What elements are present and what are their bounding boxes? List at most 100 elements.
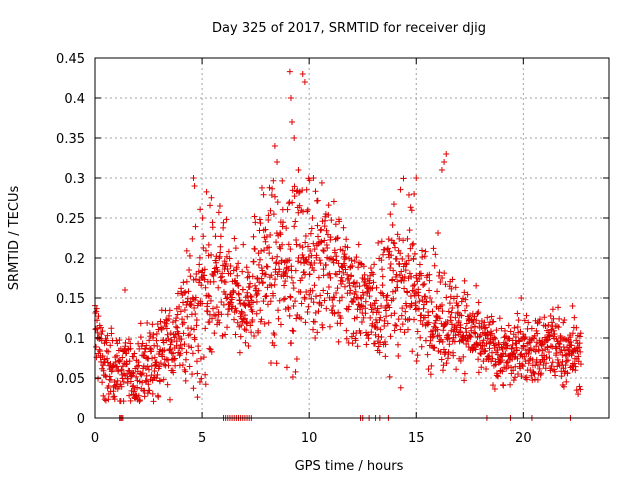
data-point [411, 316, 418, 323]
data-point [394, 278, 401, 285]
data-point [178, 345, 185, 352]
data-point [510, 377, 517, 384]
data-point [103, 347, 110, 354]
data-point [127, 340, 134, 347]
data-point [388, 312, 395, 319]
data-point [541, 314, 548, 321]
data-point [410, 283, 417, 289]
data-point [522, 334, 529, 341]
data-point [357, 260, 364, 267]
data-point [146, 387, 153, 394]
data-point [280, 296, 287, 303]
data-point [302, 233, 309, 240]
data-point [318, 238, 325, 245]
data-point [320, 248, 327, 255]
data-point [366, 293, 373, 300]
data-point [371, 261, 378, 268]
data-point [310, 326, 317, 333]
data-point [366, 280, 373, 287]
data-point [215, 209, 222, 216]
data-point [247, 280, 254, 287]
data-point [125, 336, 132, 343]
data-point [277, 321, 284, 328]
data-point [506, 335, 513, 342]
data-point [307, 230, 314, 237]
data-point [472, 330, 479, 337]
data-point [565, 338, 572, 345]
data-point [416, 261, 423, 268]
data-point [173, 338, 180, 345]
data-point [249, 308, 256, 315]
data-point [375, 309, 382, 316]
data-point [351, 279, 358, 286]
data-point [320, 287, 327, 294]
data-point [216, 255, 223, 262]
data-point [170, 350, 177, 357]
data-point [378, 302, 385, 309]
data-point [320, 266, 327, 273]
data-point [156, 378, 163, 385]
data-point [455, 317, 462, 324]
data-point [488, 330, 495, 337]
data-point [483, 366, 490, 373]
data-point [277, 245, 284, 252]
data-point [554, 356, 561, 363]
data-point [481, 319, 488, 326]
data-point [543, 360, 550, 367]
data-point [314, 197, 321, 204]
data-point [253, 298, 260, 305]
data-point [505, 362, 512, 369]
data-point [385, 236, 392, 243]
data-point [501, 327, 508, 334]
data-point [254, 290, 261, 297]
data-point [98, 331, 105, 338]
data-point [547, 313, 554, 320]
data-point [403, 302, 410, 309]
data-point [247, 293, 254, 300]
data-point [486, 345, 493, 352]
y-tick-label: 0.35 [56, 132, 85, 147]
data-point [392, 287, 399, 294]
data-point [491, 334, 498, 341]
data-point [295, 167, 302, 173]
data-point [422, 314, 429, 321]
data-point [407, 204, 414, 211]
data-point [434, 326, 441, 333]
data-point [304, 206, 311, 213]
data-point [214, 268, 221, 275]
data-point [416, 275, 423, 282]
data-point [427, 371, 434, 378]
data-point [379, 273, 386, 280]
data-point [440, 362, 447, 369]
data-point [572, 363, 579, 370]
data-point [206, 293, 213, 300]
data-point [449, 276, 456, 283]
data-point [443, 360, 450, 367]
data-point [312, 188, 319, 195]
data-point [457, 328, 464, 335]
data-point [384, 292, 391, 299]
data-point [419, 297, 426, 304]
data-point [234, 272, 241, 279]
data-point [186, 252, 193, 259]
data-point [112, 364, 119, 371]
data-point [109, 367, 116, 374]
data-point [375, 239, 382, 246]
data-point [340, 269, 347, 276]
data-point [448, 309, 455, 316]
data-point [321, 237, 328, 244]
data-point [402, 308, 409, 315]
data-point [99, 379, 106, 386]
data-point [181, 341, 188, 348]
data-point [267, 207, 274, 214]
data-point [394, 231, 401, 238]
data-point [192, 223, 199, 230]
x-tick-label: 0 [91, 431, 99, 446]
data-point [127, 397, 134, 404]
data-point [303, 186, 310, 193]
data-point [99, 362, 106, 369]
data-point [162, 316, 169, 323]
data-point [419, 321, 426, 328]
data-point [534, 320, 541, 327]
data-point [329, 307, 336, 314]
